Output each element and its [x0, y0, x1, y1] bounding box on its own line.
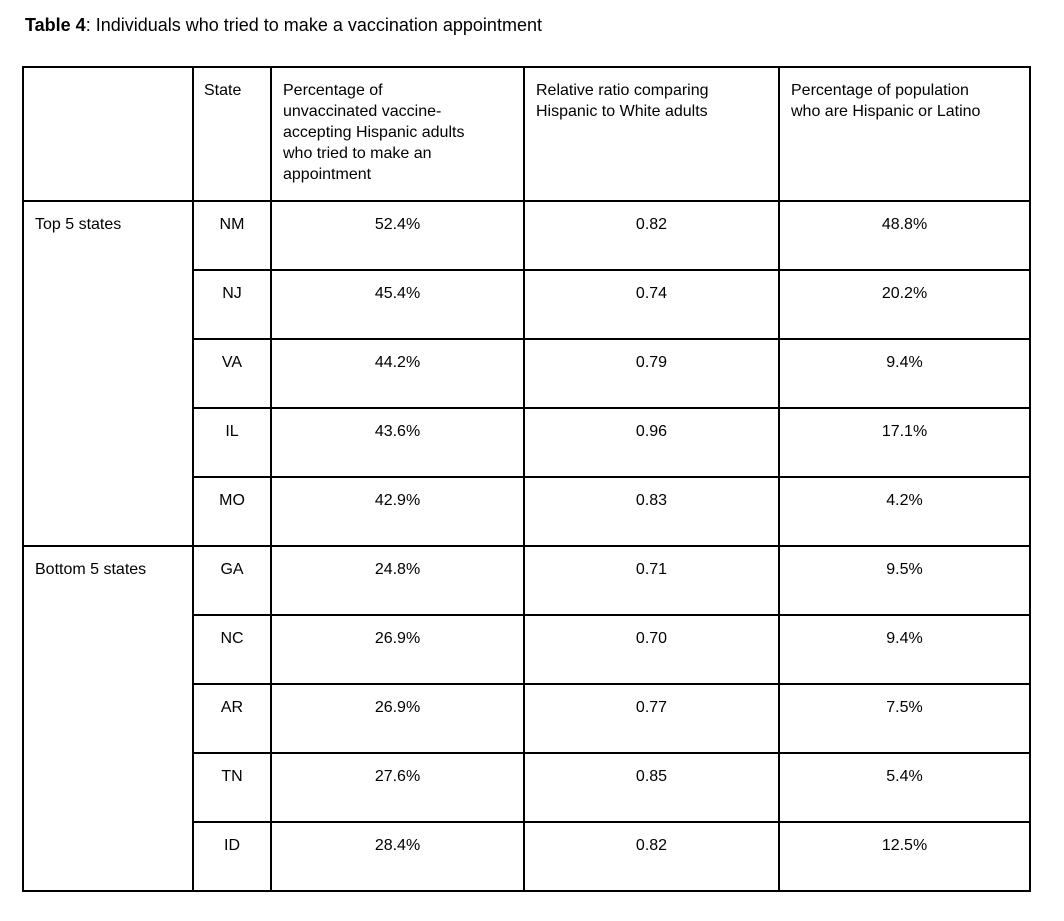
pct-pop-cell: 9.4% [778, 338, 1031, 409]
pct-pop-cell: 5.4% [778, 752, 1031, 823]
pct-tried-cell: 26.9% [270, 614, 525, 685]
corner-cell [22, 66, 194, 202]
pct-tried-cell: 52.4% [270, 200, 525, 271]
group-label-top-5-states: Top 5 states [22, 200, 194, 547]
state-cell: MO [192, 476, 272, 547]
table-row-ar: AR 26.9% 0.77 7.5% [23, 683, 1031, 754]
ratio-cell: 0.82 [523, 821, 780, 892]
state-cell: AR [192, 683, 272, 754]
table-row-il: IL 43.6% 0.96 17.1% [23, 407, 1031, 478]
table-row-nm: Top 5 states NM 52.4% 0.82 48.8% [22, 200, 1031, 547]
state-cell: VA [192, 338, 272, 409]
pct-tried-cell: 44.2% [270, 338, 525, 409]
col-header-state: State [192, 66, 272, 202]
state-cell: GA [192, 545, 272, 616]
state-cell: TN [192, 752, 272, 823]
state-cell: NC [192, 614, 272, 685]
pct-pop-cell: 7.5% [778, 683, 1031, 754]
table-row-nc: NC 26.9% 0.70 9.4% [23, 614, 1031, 685]
state-cell: NM [192, 200, 272, 271]
state-cell: IL [192, 407, 272, 478]
col-header-pct-tried: Percentage of unvaccinated vaccine- acce… [270, 66, 525, 202]
pct-pop-cell: 9.5% [778, 545, 1031, 616]
table-row-mo: MO 42.9% 0.83 4.2% [23, 476, 1031, 547]
table-row-va: VA 44.2% 0.79 9.4% [23, 338, 1031, 409]
state-cell: ID [192, 821, 272, 892]
pct-pop-cell: 48.8% [778, 200, 1031, 271]
pct-tried-cell: 27.6% [270, 752, 525, 823]
ratio-cell: 0.79 [523, 338, 780, 409]
col-header-ratio: Relative ratio comparing Hispanic to Whi… [523, 66, 780, 202]
ratio-cell: 0.82 [523, 200, 780, 271]
pct-pop-cell: 9.4% [778, 614, 1031, 685]
ratio-cell: 0.71 [523, 545, 780, 616]
ratio-cell: 0.83 [523, 476, 780, 547]
pct-tried-cell: 43.6% [270, 407, 525, 478]
pct-pop-cell: 12.5% [778, 821, 1031, 892]
pct-tried-cell: 42.9% [270, 476, 525, 547]
table-caption: Table 4: Individuals who tried to make a… [25, 13, 542, 37]
table-row-id: ID 28.4% 0.82 12.5% [23, 821, 1031, 892]
table-caption-text: : Individuals who tried to make a vaccin… [85, 15, 542, 35]
state-cell: NJ [192, 269, 272, 340]
pct-tried-cell: 26.9% [270, 683, 525, 754]
ratio-cell: 0.96 [523, 407, 780, 478]
pct-pop-cell: 20.2% [778, 269, 1031, 340]
pct-tried-cell: 24.8% [270, 545, 525, 616]
ratio-cell: 0.74 [523, 269, 780, 340]
pct-tried-cell: 45.4% [270, 269, 525, 340]
table-row-ga: Bottom 5 states GA 24.8% 0.71 9.5% [22, 545, 1031, 892]
table-row-nj: NJ 45.4% 0.74 20.2% [23, 269, 1031, 340]
group-label-bottom-5-states: Bottom 5 states [22, 545, 194, 892]
ratio-cell: 0.77 [523, 683, 780, 754]
ratio-cell: 0.85 [523, 752, 780, 823]
vaccination-appointment-table: State Percentage of unvaccinated vaccine… [22, 66, 1031, 892]
table-caption-label: Table 4 [25, 15, 86, 35]
pct-pop-cell: 17.1% [778, 407, 1031, 478]
pct-tried-cell: 28.4% [270, 821, 525, 892]
pct-pop-cell: 4.2% [778, 476, 1031, 547]
header-row: State Percentage of unvaccinated vaccine… [22, 66, 1031, 202]
col-header-pct-pop: Percentage of population who are Hispani… [778, 66, 1031, 202]
ratio-cell: 0.70 [523, 614, 780, 685]
table-row-tn: TN 27.6% 0.85 5.4% [23, 752, 1031, 823]
